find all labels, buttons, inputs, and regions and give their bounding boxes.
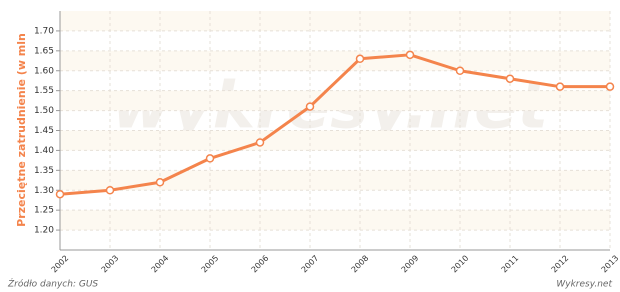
y-tick-label: 1.35 bbox=[34, 166, 54, 176]
y-tick-label: 1.45 bbox=[34, 126, 54, 136]
x-tick-label: 2007 bbox=[300, 254, 321, 275]
x-tick-label: 2009 bbox=[400, 254, 421, 275]
x-tick-label: 2011 bbox=[500, 254, 521, 275]
point bbox=[505, 74, 515, 83]
point bbox=[405, 50, 415, 60]
band bbox=[60, 90, 610, 111]
series-line bbox=[59, 53, 610, 196]
band bbox=[60, 11, 610, 31]
x-tick-label: 2004 bbox=[150, 254, 171, 275]
y-tick-label: 1.20 bbox=[34, 226, 54, 236]
band bbox=[60, 50, 610, 71]
x-tick-label: 2012 bbox=[550, 254, 571, 275]
point bbox=[355, 54, 365, 64]
band bbox=[60, 130, 610, 151]
band bbox=[60, 170, 610, 191]
point bbox=[455, 66, 465, 75]
x-tick-label: 2010 bbox=[450, 254, 471, 275]
x-tick-label: 2013 bbox=[600, 254, 620, 275]
point bbox=[555, 82, 565, 91]
y-tick-label: 1.40 bbox=[34, 146, 54, 156]
y-tick-label: 1.30 bbox=[34, 186, 54, 196]
point bbox=[205, 154, 215, 163]
x-tick-label: 2005 bbox=[200, 254, 221, 275]
point bbox=[155, 178, 165, 187]
y-tick-label: 1.60 bbox=[34, 66, 54, 76]
x-tick-label: 2006 bbox=[250, 254, 271, 275]
source: Źródło danych: GUS bbox=[7, 278, 98, 290]
point bbox=[105, 186, 115, 195]
y-axis-label: Przeciętne zatrudnienie (w mln bbox=[15, 33, 28, 227]
band bbox=[60, 210, 610, 231]
credit: Wykresy.net bbox=[556, 280, 612, 290]
point bbox=[255, 138, 265, 147]
y-tick-label: 1.25 bbox=[34, 206, 54, 216]
y-tick-label: 1.65 bbox=[34, 46, 54, 56]
point bbox=[605, 82, 615, 91]
y-tick-label: 1.50 bbox=[34, 106, 54, 116]
x-tick-label: 2002 bbox=[50, 254, 71, 275]
point bbox=[55, 189, 65, 199]
x-tick-label: 2008 bbox=[350, 254, 371, 275]
y-tick-label: 1.70 bbox=[34, 26, 54, 36]
x-tick-label: 2003 bbox=[100, 254, 121, 275]
y-tick-label: 1.55 bbox=[34, 86, 54, 96]
point bbox=[305, 102, 315, 111]
